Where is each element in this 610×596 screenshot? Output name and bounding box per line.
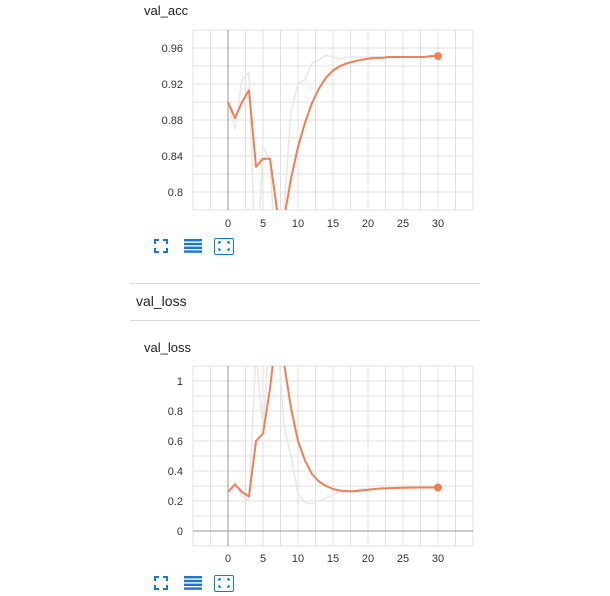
x-tick-label: 15	[327, 218, 339, 230]
fullscreen-icon[interactable]	[150, 237, 172, 255]
y-tick-label: 0.88	[162, 115, 183, 127]
series-line-smoothed	[227, 55, 438, 210]
x-tick-label: 30	[432, 218, 444, 230]
y-tick-label: 0.96	[162, 43, 183, 55]
fit-domain-icon[interactable]	[214, 237, 234, 255]
y-tick-label: 0.8	[168, 406, 183, 418]
y-tick-label: 1	[177, 376, 183, 388]
y-tick-label: 0.92	[162, 79, 183, 91]
y-tick-label: 0.2	[168, 496, 183, 508]
y-tick-label: 0.6	[168, 436, 183, 448]
fullscreen-icon[interactable]	[150, 574, 172, 592]
fit-domain-icon[interactable]	[214, 574, 234, 592]
plot-area-val-acc	[227, 54, 438, 210]
series-line-smoothed	[227, 366, 438, 498]
section-title-val-loss: val_loss	[136, 293, 187, 309]
y-tick-label: 0.84	[162, 151, 183, 163]
chart-title-val-loss: val_loss	[144, 340, 191, 355]
x-tick-label: 0	[225, 553, 231, 565]
y-tick-label: 0.4	[168, 466, 183, 478]
chart-toolbar-val-loss	[150, 574, 234, 592]
x-tick-label: 25	[397, 218, 409, 230]
x-tick-label: 25	[397, 553, 409, 565]
section-divider-top	[130, 283, 480, 284]
plot-area-val-loss	[227, 366, 438, 505]
list-icon[interactable]	[182, 574, 204, 592]
y-tick-label: 0.8	[168, 187, 183, 199]
x-tick-label: 10	[292, 553, 304, 565]
last-point-marker	[434, 483, 442, 492]
x-tick-label: 20	[362, 218, 374, 230]
x-tick-label: 10	[292, 218, 304, 230]
x-tick-label: 5	[260, 553, 266, 565]
last-point-marker	[434, 52, 442, 61]
x-tick-label: 0	[225, 218, 231, 230]
list-icon[interactable]	[182, 237, 204, 255]
x-tick-label: 5	[260, 218, 266, 230]
chart-title-val-acc: val_acc	[144, 3, 189, 18]
x-tick-label: 20	[362, 553, 374, 565]
chart-val-acc: 0 5 10 15 20 25 30 0.8 0.84 0.88 0.92 0.96	[162, 29, 474, 230]
x-tick-label: 15	[327, 553, 339, 565]
x-tick-label: 30	[432, 553, 444, 565]
section-divider-bottom	[130, 320, 480, 321]
y-tick-label: 0	[177, 526, 183, 538]
chart-toolbar-val-acc	[150, 237, 234, 255]
